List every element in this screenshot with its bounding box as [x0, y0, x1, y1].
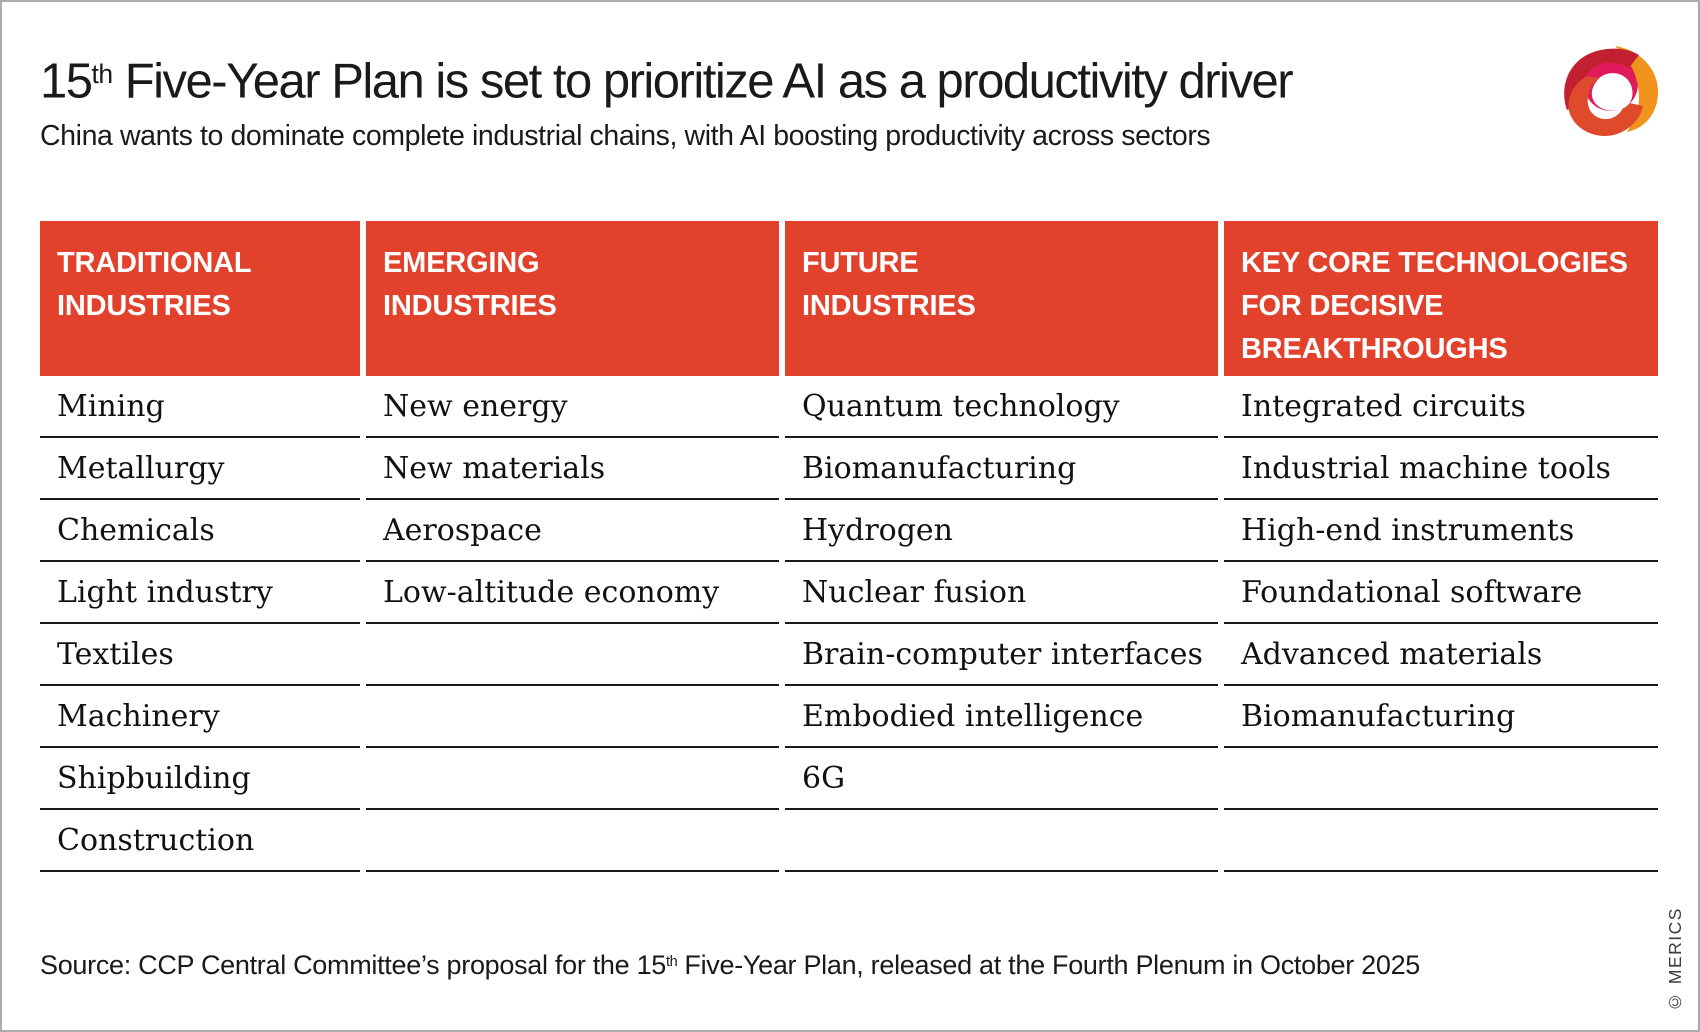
copyright-note: © MERICS	[1665, 907, 1685, 1012]
source-text-rest: Five-Year Plan, released at the Fourth P…	[677, 950, 1421, 980]
column-header: KEY CORE TECHNOLOGIES FOR DECISIVE BREAK…	[1224, 221, 1658, 376]
table-cell: Shipbuilding	[40, 748, 360, 810]
table-cell	[785, 810, 1218, 872]
table-cell	[366, 810, 779, 872]
table-cell: Advanced materials	[1224, 624, 1658, 686]
table-cell: Biomanufacturing	[1224, 686, 1658, 748]
table-column-2: EMERGING INDUSTRIES New energy New materia…	[366, 221, 779, 872]
merics-swirl-icon	[1564, 46, 1659, 136]
table-cell	[366, 748, 779, 810]
table-column-4: KEY CORE TECHNOLOGIES FOR DECISIVE BREAK…	[1224, 221, 1658, 872]
title-ordinal-suffix: th	[91, 59, 114, 89]
table-cell: Integrated circuits	[1224, 376, 1658, 438]
source-text: Source: CCP Central Committee’s proposal…	[40, 950, 667, 980]
page-subtitle: China wants to dominate complete industr…	[40, 120, 1211, 152]
table-cell: Construction	[40, 810, 360, 872]
table-cell: Foundational software	[1224, 562, 1658, 624]
table-cell	[1224, 748, 1658, 810]
table-cell: 6G	[785, 748, 1218, 810]
column-header: FUTURE INDUSTRIES	[785, 221, 1218, 376]
table-column-1: TRADITIONAL INDUSTRIES Mining Metallurgy Ch…	[40, 221, 360, 872]
table-cell: Aerospace	[366, 500, 779, 562]
table-cell: Chemicals	[40, 500, 360, 562]
table-cell: New materials	[366, 438, 779, 500]
table-cell: Hydrogen	[785, 500, 1218, 562]
industry-table: TRADITIONAL INDUSTRIES Mining Metallurgy Ch…	[40, 221, 1658, 872]
table-cell: Quantum technology	[785, 376, 1218, 438]
table-cell: Biomanufacturing	[785, 438, 1218, 500]
table-cell: High-end instruments	[1224, 500, 1658, 562]
page-title: 15th Five-Year Plan is set to prioritize…	[40, 46, 1294, 110]
source-ordinal-suffix: th	[666, 953, 678, 970]
table-cell: Low-altitude economy	[366, 562, 779, 624]
table-cell	[366, 686, 779, 748]
column-header: EMERGING INDUSTRIES	[366, 221, 779, 376]
merics-logo-icon	[1556, 42, 1668, 142]
table-cell: Brain-computer interfaces	[785, 624, 1218, 686]
title-text: Five-Year Plan is set to prioritize AI a…	[112, 54, 1294, 109]
table-cell: Metallurgy	[40, 438, 360, 500]
table-cell: Industrial machine tools	[1224, 438, 1658, 500]
source-note: Source: CCP Central Committee’s proposal…	[40, 950, 1420, 981]
table-cell: Textiles	[40, 624, 360, 686]
table-cell: New energy	[366, 376, 779, 438]
table-cell	[1224, 810, 1658, 872]
table-cell: Embodied intelligence	[785, 686, 1218, 748]
table-cell: Nuclear fusion	[785, 562, 1218, 624]
title-number: 15	[40, 54, 93, 109]
table-cell	[366, 624, 779, 686]
table-cell: Mining	[40, 376, 360, 438]
table-cell: Machinery	[40, 686, 360, 748]
column-header: TRADITIONAL INDUSTRIES	[40, 221, 360, 376]
table-column-3: FUTURE INDUSTRIES Quantum technology Bioma…	[785, 221, 1218, 872]
table-cell: Light industry	[40, 562, 360, 624]
